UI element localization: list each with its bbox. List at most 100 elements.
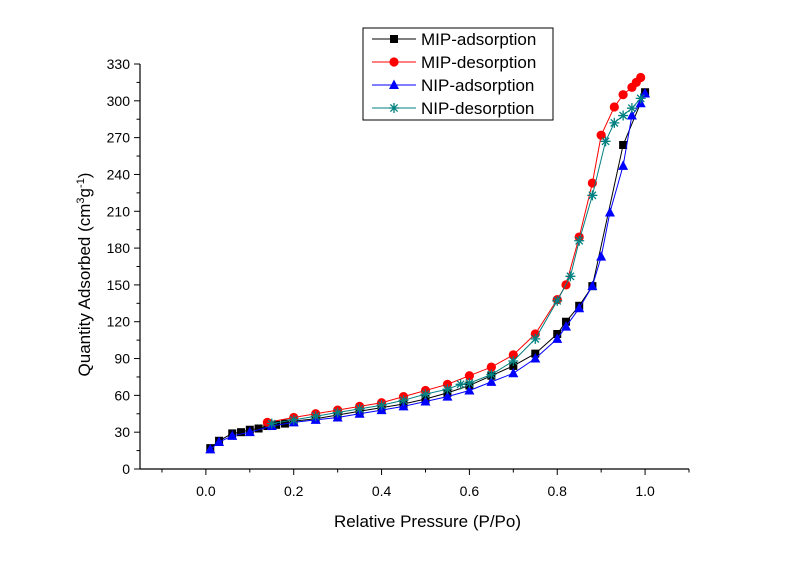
labels-layer: 0.0 0.2 0.4 0.6 0.8 1.0 0 30 60 90 120 150 180 210 240… — [75, 56, 655, 531]
y-title-prefix: Quantity Adsorbed (cm — [75, 204, 94, 377]
nip-desorption-point — [530, 333, 541, 344]
nip-desorption-point — [354, 403, 365, 414]
nip-desorption-point — [552, 295, 563, 306]
legend-marker — [389, 79, 399, 89]
nip-adsorption-point — [442, 391, 453, 401]
mip-adsorption-point — [237, 428, 246, 437]
nip-adsorption-point — [640, 87, 651, 98]
mip-desorption-point — [609, 102, 619, 112]
mip-desorption-point — [627, 82, 637, 92]
nip-adsorption-point — [244, 426, 255, 437]
y-tick-label: 60 — [114, 387, 130, 403]
nip-adsorption-point — [604, 207, 615, 217]
legend-label: NIP-desorption — [421, 99, 534, 118]
nip-desorption-point — [600, 136, 611, 147]
nip-desorption-point — [332, 407, 343, 418]
nip-adsorption-point — [508, 367, 519, 378]
mip-adsorption-point — [619, 141, 628, 149]
axes — [134, 63, 690, 475]
nip-adsorption-point — [464, 384, 475, 395]
legend: MIP-adsorption MIP-desorption NIP-adsorpti… — [362, 27, 554, 121]
x-tick-label: 0.6 — [460, 483, 480, 499]
nip-adsorption-point — [587, 280, 598, 291]
y-tick-label: 300 — [107, 93, 131, 109]
series-mip-desorption — [262, 72, 646, 427]
nip-desorption-point — [420, 389, 431, 400]
nip-desorption-point — [635, 93, 646, 104]
series-mip-adsorption — [206, 88, 650, 453]
mip-desorption-point — [618, 90, 628, 100]
x-tick-label: 0.8 — [548, 483, 568, 499]
legend-item-nip-desorption: NIP-desorption — [372, 99, 534, 118]
nip-desorption-point — [455, 379, 466, 390]
nip-desorption-point — [574, 235, 585, 246]
legend-item-mip-adsorption: MIP-adsorption — [372, 30, 536, 49]
nip-desorption-point — [609, 117, 620, 128]
legend-box — [362, 27, 554, 121]
mip-desorption-line — [267, 77, 642, 423]
legend-item-mip-desorption: MIP-desorption — [372, 53, 536, 72]
y-tick-label: 210 — [107, 203, 131, 219]
nip-adsorption-point — [398, 400, 409, 411]
legend-label: NIP-adsorption — [421, 76, 534, 95]
nip-adsorption-point — [552, 333, 563, 343]
legend-marker — [390, 35, 398, 43]
legend-item-nip-adsorption: NIP-adsorption — [372, 76, 534, 95]
nip-desorption-point — [266, 418, 277, 429]
nip-desorption-point — [486, 369, 497, 380]
x-tick-label: 1.0 — [635, 483, 655, 499]
nip-desorption-point — [626, 103, 637, 114]
y-title-suffix: ) — [75, 173, 94, 179]
mip-desorption-point — [486, 362, 496, 372]
nip-adsorption-point — [530, 353, 541, 363]
legend-marker — [389, 57, 399, 67]
nip-adsorption-point — [486, 376, 497, 386]
nip-desorption-line — [271, 98, 642, 425]
nip-desorption-point — [565, 271, 576, 282]
nip-desorption-point — [288, 414, 299, 425]
x-tick-label: 0.0 — [196, 483, 216, 499]
series-nip-desorption — [266, 93, 646, 429]
legend-label: MIP-adsorption — [421, 30, 536, 49]
y-tick-label: 120 — [107, 314, 131, 330]
y-tick-label: 30 — [114, 424, 130, 440]
mip-desorption-point — [508, 350, 518, 360]
nip-desorption-point — [587, 190, 598, 201]
y-tick-label: 330 — [107, 56, 131, 72]
x-axis-title: Relative Pressure (P/Po) — [334, 512, 521, 531]
nip-desorption-point — [398, 395, 409, 406]
nip-adsorption-point — [596, 251, 607, 261]
legend-label: MIP-desorption — [421, 53, 536, 72]
y-title-sup2: -1 — [75, 178, 87, 188]
nip-desorption-point — [464, 378, 475, 389]
x-tick-label: 0.2 — [284, 483, 304, 499]
y-axis-title: Quantity Adsorbed (cm3g-1) — [75, 173, 94, 377]
y-tick-label: 270 — [107, 130, 131, 146]
y-tick-label: 150 — [107, 277, 131, 293]
nip-adsorption-point — [205, 443, 216, 454]
nip-desorption-point — [376, 400, 387, 411]
nip-adsorption-point — [626, 110, 637, 120]
nip-adsorption-point — [574, 302, 585, 313]
y-tick-label: 90 — [114, 351, 130, 367]
nip-adsorption-point — [227, 430, 238, 440]
nip-desorption-point — [310, 411, 321, 422]
nip-adsorption-point — [561, 321, 572, 331]
series-nip-adsorption — [205, 87, 651, 454]
nip-adsorption-point — [214, 436, 225, 446]
nip-desorption-point — [442, 384, 453, 395]
y-title-sup1: 3 — [75, 197, 87, 203]
nip-desorption-point — [508, 356, 519, 366]
series-layer — [205, 72, 651, 454]
mip-desorption-point — [464, 371, 474, 381]
mip-desorption-point — [596, 130, 606, 140]
legend-marker — [389, 103, 399, 113]
nip-adsorption-point — [618, 160, 629, 170]
nip-desorption-point — [618, 110, 629, 121]
y-tick-label: 180 — [107, 240, 131, 256]
nip-adsorption-point — [420, 396, 431, 406]
mip-adsorption-point — [254, 424, 263, 433]
y-tick-label: 0 — [122, 461, 130, 477]
